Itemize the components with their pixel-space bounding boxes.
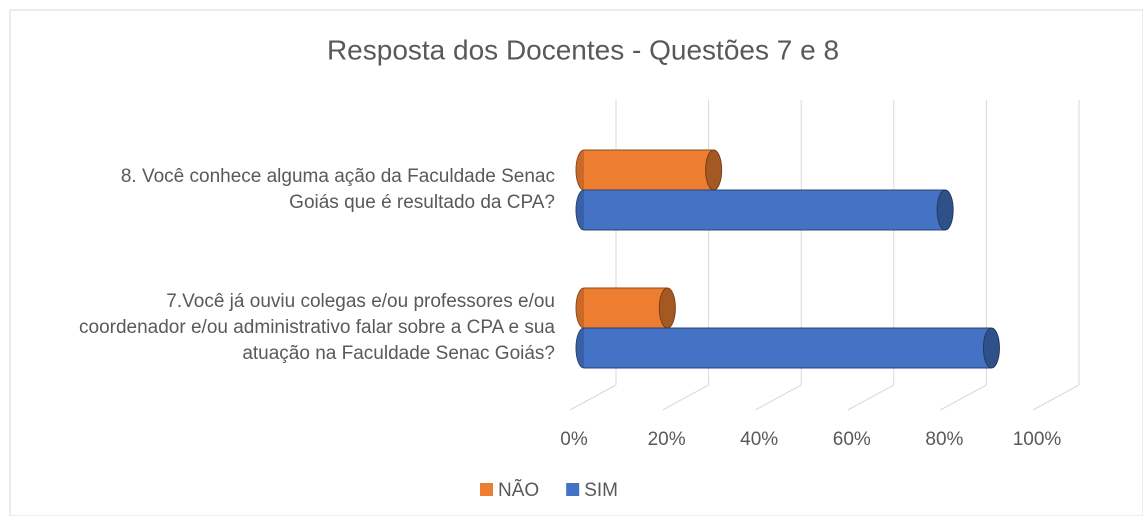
legend-swatch [480,483,493,496]
legend-swatch [566,483,580,496]
bar [575,327,1000,369]
x-tick-label: 80% [925,429,963,450]
floor-line [569,384,617,411]
floor-line [847,384,895,411]
bar-part [936,189,954,231]
bar-part [705,149,723,191]
bar-part [584,190,946,230]
bar [575,189,954,231]
x-tick-label: 40% [740,429,778,450]
chart-frame [9,9,1143,516]
legend-label: NÃO [498,479,539,501]
bar-part [584,288,668,328]
x-tick-label: 0% [560,429,588,450]
floor-line [662,384,709,411]
floor-line [940,384,987,411]
legend-label: SIM [584,480,618,501]
bar-part [584,328,992,368]
bar-part [658,287,676,329]
x-tick-label: 100% [1013,429,1062,450]
bar-part [584,150,714,190]
bar-part [982,327,1000,369]
chart-title: Resposta dos Docentes - Questões 7 e 8 [327,34,839,65]
floor-line [1032,384,1080,411]
bar [575,149,723,191]
x-tick-label: 60% [833,429,871,450]
bar [575,287,676,329]
y-tick-label: 7.Você já ouviu colegas e/ou professores… [79,291,555,364]
floor-line [754,384,802,411]
y-tick-label: 8. Você conhece alguma ação da Faculdade… [120,166,555,213]
x-tick-label: 20% [648,429,686,450]
